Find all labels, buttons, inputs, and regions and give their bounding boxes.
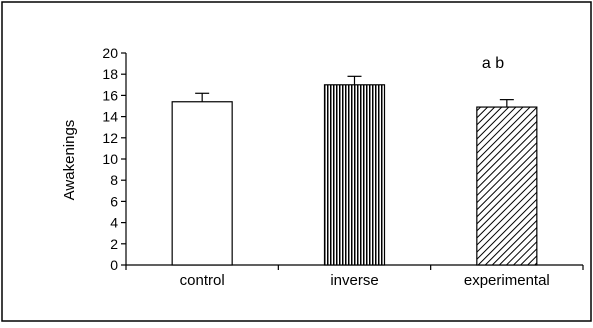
labels-group: control inverse experimental — [180, 272, 550, 289]
error-bars-group — [195, 75, 514, 108]
y-tick-label: 16 — [102, 87, 118, 103]
y-tick-label: 18 — [102, 66, 118, 82]
x-category-label: control — [180, 272, 225, 289]
y-tick-label: 12 — [102, 130, 118, 146]
y-tick-label: 6 — [110, 193, 118, 209]
y-tick-label: 20 — [102, 45, 118, 61]
bar-experimental — [476, 106, 538, 266]
y-axis: 0 2 4 6 8 10 12 14 16 18 20 — [102, 45, 127, 273]
y-axis-title: Awakenings — [61, 120, 78, 201]
y-tick-label: 4 — [110, 215, 118, 231]
bar-control — [171, 101, 233, 266]
y-tick-label: 10 — [102, 151, 118, 167]
bars-group — [171, 84, 538, 266]
chart-annotation: a b — [482, 55, 504, 72]
y-tick-label: 2 — [110, 236, 118, 252]
x-category-label: inverse — [330, 272, 378, 289]
bar-inverse — [323, 84, 386, 266]
x-category-label: experimental — [464, 272, 550, 289]
y-tick-label: 0 — [110, 257, 118, 273]
y-tick-label: 8 — [110, 172, 118, 188]
y-tick-label: 14 — [102, 109, 118, 125]
